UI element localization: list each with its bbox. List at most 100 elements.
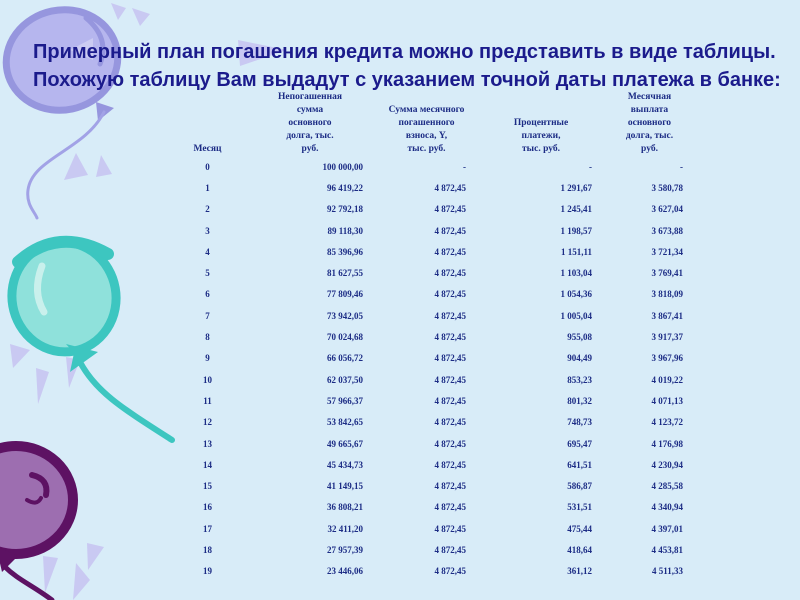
monthly-payment-cell: 4 872,45 (434, 481, 467, 492)
principal-paid-cell: 3 967,96 (651, 353, 684, 364)
column-header: Месячная выплата основного долга, тыс. р… (625, 92, 674, 154)
principal-remaining-cell: 66 056,72 (327, 353, 363, 364)
table-row: 3 89 118,30 4 872,45 1 198,57 3 673,88 (170, 220, 695, 241)
principal-paid-cell: 4 230,94 (651, 459, 684, 470)
monthly-payment-cell: 4 872,45 (434, 182, 467, 193)
month-cell: 15 (203, 481, 212, 492)
monthly-payment-cell: 4 872,45 (434, 417, 467, 428)
interest-cell: 1 291,67 (560, 182, 593, 193)
interest-cell: 1 245,41 (560, 204, 593, 215)
month-cell: 0 (205, 161, 210, 172)
monthly-payment-cell: - (463, 161, 466, 172)
monthly-payment-cell: 4 872,45 (434, 523, 467, 534)
interest-cell: 853,23 (567, 374, 592, 385)
table-row: 0 100 000,00 - - - (170, 156, 695, 177)
monthly-payment-cell: 4 872,45 (434, 544, 467, 555)
monthly-payment-cell: 4 872,45 (434, 566, 467, 577)
interest-cell: 695,47 (567, 438, 592, 449)
interest-cell: 1 198,57 (560, 225, 593, 236)
interest-cell: 475,44 (567, 523, 592, 534)
principal-remaining-cell: 49 665,67 (327, 438, 363, 449)
principal-remaining-cell: 62 037,50 (327, 374, 363, 385)
principal-remaining-cell: 85 396,96 (327, 246, 363, 257)
interest-cell: 418,64 (567, 544, 592, 555)
table-body: 0 100 000,00 - - - 1 96 419,22 4 872,45 1 291,67… (170, 156, 695, 582)
table-row: 11 57 966,37 4 872,45 801,32 4 071,13 (170, 390, 695, 411)
column-header: Сумма месячного погашенного взноса, Y, т… (388, 105, 465, 154)
interest-cell: 531,51 (567, 502, 592, 513)
amortization-table: Месяц Непогашенная сумма основного долга,… (170, 86, 695, 582)
monthly-payment-cell: 4 872,45 (434, 395, 467, 406)
monthly-payment-cell: 4 872,45 (434, 246, 467, 257)
principal-remaining-cell: 23 446,06 (327, 566, 363, 577)
month-cell: 18 (203, 544, 212, 555)
principal-paid-cell: 4 340,94 (651, 502, 684, 513)
principal-paid-cell: 3 580,78 (651, 182, 684, 193)
month-cell: 13 (203, 438, 212, 449)
principal-remaining-cell: 32 411,20 (327, 523, 363, 534)
month-cell: 11 (203, 395, 212, 406)
principal-remaining-cell: 27 957,39 (327, 544, 363, 555)
principal-paid-cell: 4 453,81 (651, 544, 684, 555)
month-cell: 8 (205, 332, 210, 343)
column-header: Процентные платежи, тыс. руб. (513, 118, 569, 154)
interest-cell: 1 054,36 (560, 289, 593, 300)
principal-remaining-cell: 96 419,22 (327, 182, 363, 193)
month-cell: 10 (203, 374, 212, 385)
principal-remaining-cell: 77 809,46 (327, 289, 363, 300)
month-cell: 6 (205, 289, 210, 300)
table-row: 6 77 809,46 4 872,45 1 054,36 3 818,09 (170, 284, 695, 305)
principal-remaining-cell: 100 000,00 (322, 161, 364, 172)
principal-paid-cell: 4 019,22 (651, 374, 684, 385)
monthly-payment-cell: 4 872,45 (434, 438, 467, 449)
monthly-payment-cell: 4 872,45 (434, 268, 467, 279)
interest-cell: - (589, 161, 592, 172)
principal-remaining-cell: 92 792,18 (327, 204, 363, 215)
table-row: 15 41 149,15 4 872,45 586,87 4 285,58 (170, 475, 695, 496)
table-row: 17 32 411,20 4 872,45 475,44 4 397,01 (170, 518, 695, 539)
month-cell: 12 (203, 417, 212, 428)
monthly-payment-cell: 4 872,45 (434, 310, 467, 321)
table-row: 16 36 808,21 4 872,45 531,51 4 340,94 (170, 497, 695, 518)
interest-cell: 801,32 (567, 395, 592, 406)
month-cell: 16 (203, 502, 212, 513)
principal-paid-cell: 4 071,13 (651, 395, 684, 406)
slide-title: Примерный план погашения кредита можно п… (33, 41, 781, 91)
principal-paid-cell: 3 673,88 (651, 225, 684, 236)
monthly-payment-cell: 4 872,45 (434, 289, 467, 300)
month-cell: 7 (205, 310, 210, 321)
month-cell: 14 (203, 459, 212, 470)
principal-paid-cell: 4 285,58 (651, 481, 684, 492)
table-row: 5 81 627,55 4 872,45 1 103,04 3 769,41 (170, 262, 695, 283)
month-cell: 5 (205, 268, 210, 279)
principal-remaining-cell: 53 842,65 (327, 417, 363, 428)
table-row: 18 27 957,39 4 872,45 418,64 4 453,81 (170, 539, 695, 560)
interest-cell: 1 005,04 (560, 310, 593, 321)
header-row: Месяц Непогашенная сумма основного долга,… (170, 86, 695, 156)
teal-balloon-icon (7, 235, 175, 443)
monthly-payment-cell: 4 872,45 (434, 332, 467, 343)
month-cell: 1 (205, 182, 210, 193)
table-row: 8 70 024,68 4 872,45 955,08 3 917,37 (170, 326, 695, 347)
interest-cell: 1 151,11 (560, 246, 592, 257)
principal-paid-cell: 4 397,01 (651, 523, 684, 534)
principal-remaining-cell: 45 434,73 (327, 459, 363, 470)
principal-remaining-cell: 57 966,37 (327, 395, 363, 406)
principal-paid-cell: 3 627,04 (651, 204, 684, 215)
principal-remaining-cell: 81 627,55 (327, 268, 363, 279)
table-row: 9 66 056,72 4 872,45 904,49 3 967,96 (170, 348, 695, 369)
principal-remaining-cell: 36 808,21 (327, 502, 363, 513)
month-cell: 17 (203, 523, 212, 534)
table-row: 10 62 037,50 4 872,45 853,23 4 019,22 (170, 369, 695, 390)
principal-paid-cell: 3 769,41 (651, 268, 684, 279)
principal-paid-cell: 4 511,33 (651, 566, 683, 577)
monthly-payment-cell: 4 872,45 (434, 353, 467, 364)
month-cell: 4 (205, 246, 210, 257)
principal-paid-cell: 4 176,98 (651, 438, 684, 449)
monthly-payment-cell: 4 872,45 (434, 225, 467, 236)
table-row: 7 73 942,05 4 872,45 1 005,04 3 867,41 (170, 305, 695, 326)
lavender-balloon-icon (2, 6, 122, 220)
interest-cell: 361,12 (567, 566, 592, 577)
